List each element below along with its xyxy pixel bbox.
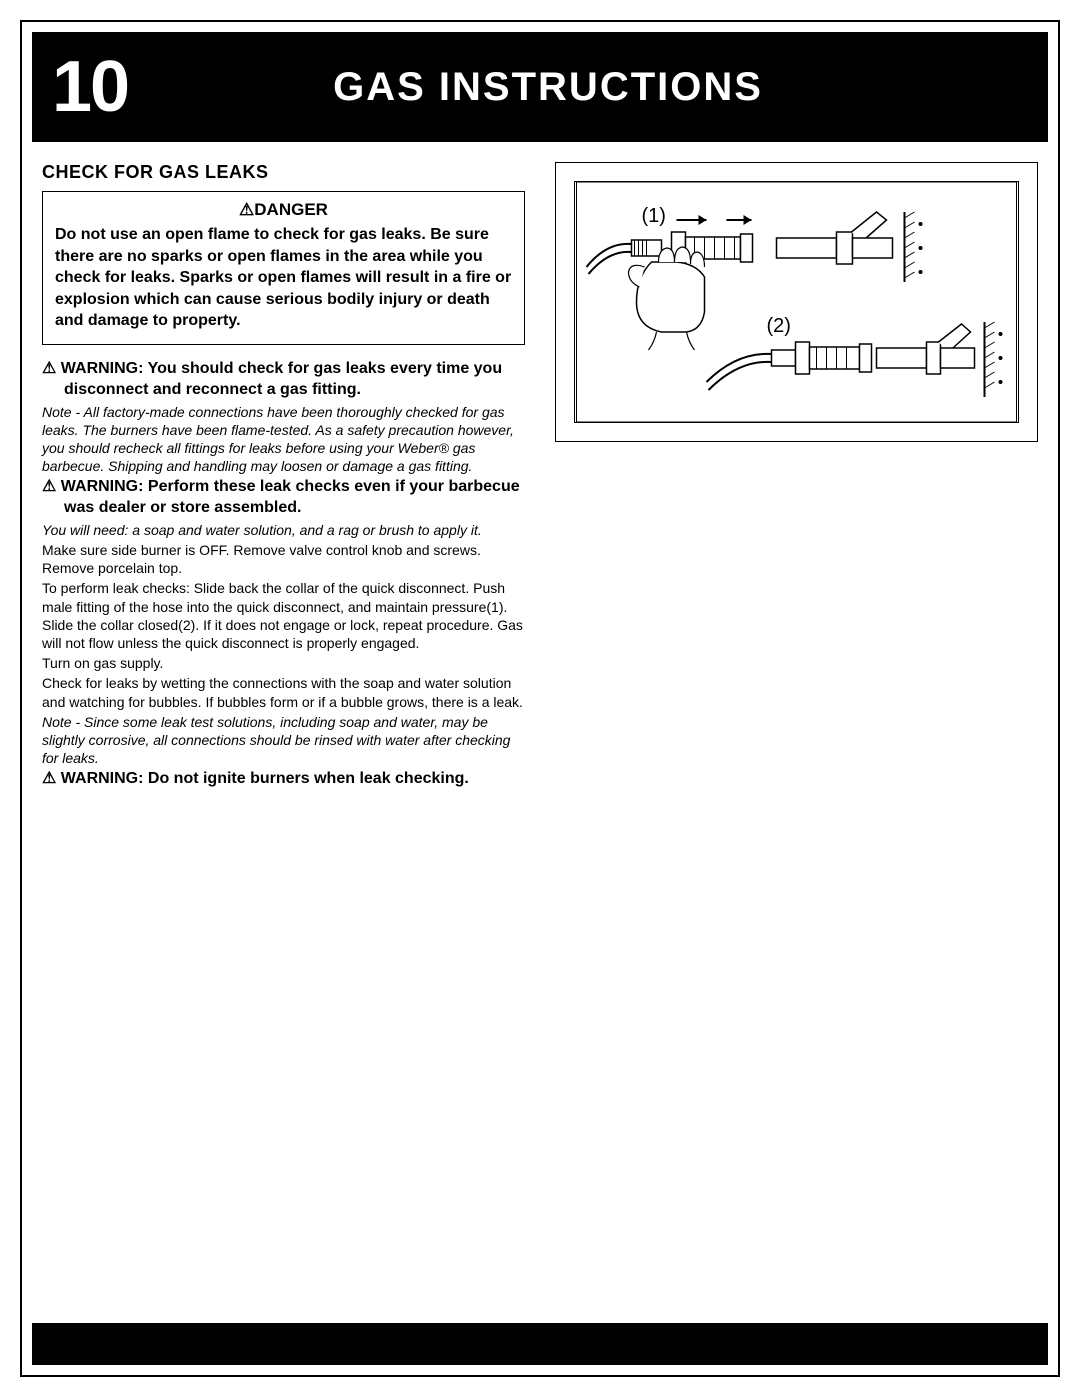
danger-text: Do not use an open flame to check for ga…	[55, 224, 512, 332]
warning-3: ⚠ WARNING: Do not ignite burners when le…	[42, 769, 525, 790]
quick-disconnect-diagram: (1)	[574, 181, 1019, 423]
left-column: CHECK FOR GAS LEAKS ⚠DANGER Do not use a…	[42, 162, 525, 790]
note-2: Note - Since some leak test solutions, i…	[42, 713, 525, 768]
need-text: You will need: a soap and water solution…	[42, 521, 525, 539]
check-text: Check for leaks by wetting the connectio…	[42, 674, 525, 710]
warning-1: ⚠ WARNING: You should check for gas leak…	[42, 359, 525, 401]
danger-title: ⚠DANGER	[55, 200, 512, 220]
warning-2: ⚠ WARNING: Perform these leak checks eve…	[42, 477, 525, 519]
prep-text: Make sure side burner is OFF. Remove val…	[42, 541, 525, 577]
procedure-text: To perform leak checks: Slide back the c…	[42, 579, 525, 652]
warning-icon: ⚠	[239, 200, 254, 219]
callout-2: (2)	[767, 315, 791, 337]
diagram-box: (1)	[555, 162, 1038, 442]
section-heading: CHECK FOR GAS LEAKS	[42, 162, 525, 183]
right-column: (1)	[555, 162, 1038, 790]
footer-bar	[32, 1323, 1048, 1365]
page-number: 10	[32, 46, 128, 128]
page-title: GAS INSTRUCTIONS	[128, 65, 1048, 110]
callout-1: (1)	[642, 205, 666, 227]
header-banner: 10 GAS INSTRUCTIONS	[32, 32, 1048, 142]
manual-page: 10 GAS INSTRUCTIONS CHECK FOR GAS LEAKS …	[20, 20, 1060, 1377]
danger-label: DANGER	[254, 200, 328, 219]
note-1: Note - All factory-made connections have…	[42, 403, 525, 476]
content-area: CHECK FOR GAS LEAKS ⚠DANGER Do not use a…	[22, 152, 1058, 800]
danger-box: ⚠DANGER Do not use an open flame to chec…	[42, 191, 525, 345]
turn-on-text: Turn on gas supply.	[42, 654, 525, 672]
